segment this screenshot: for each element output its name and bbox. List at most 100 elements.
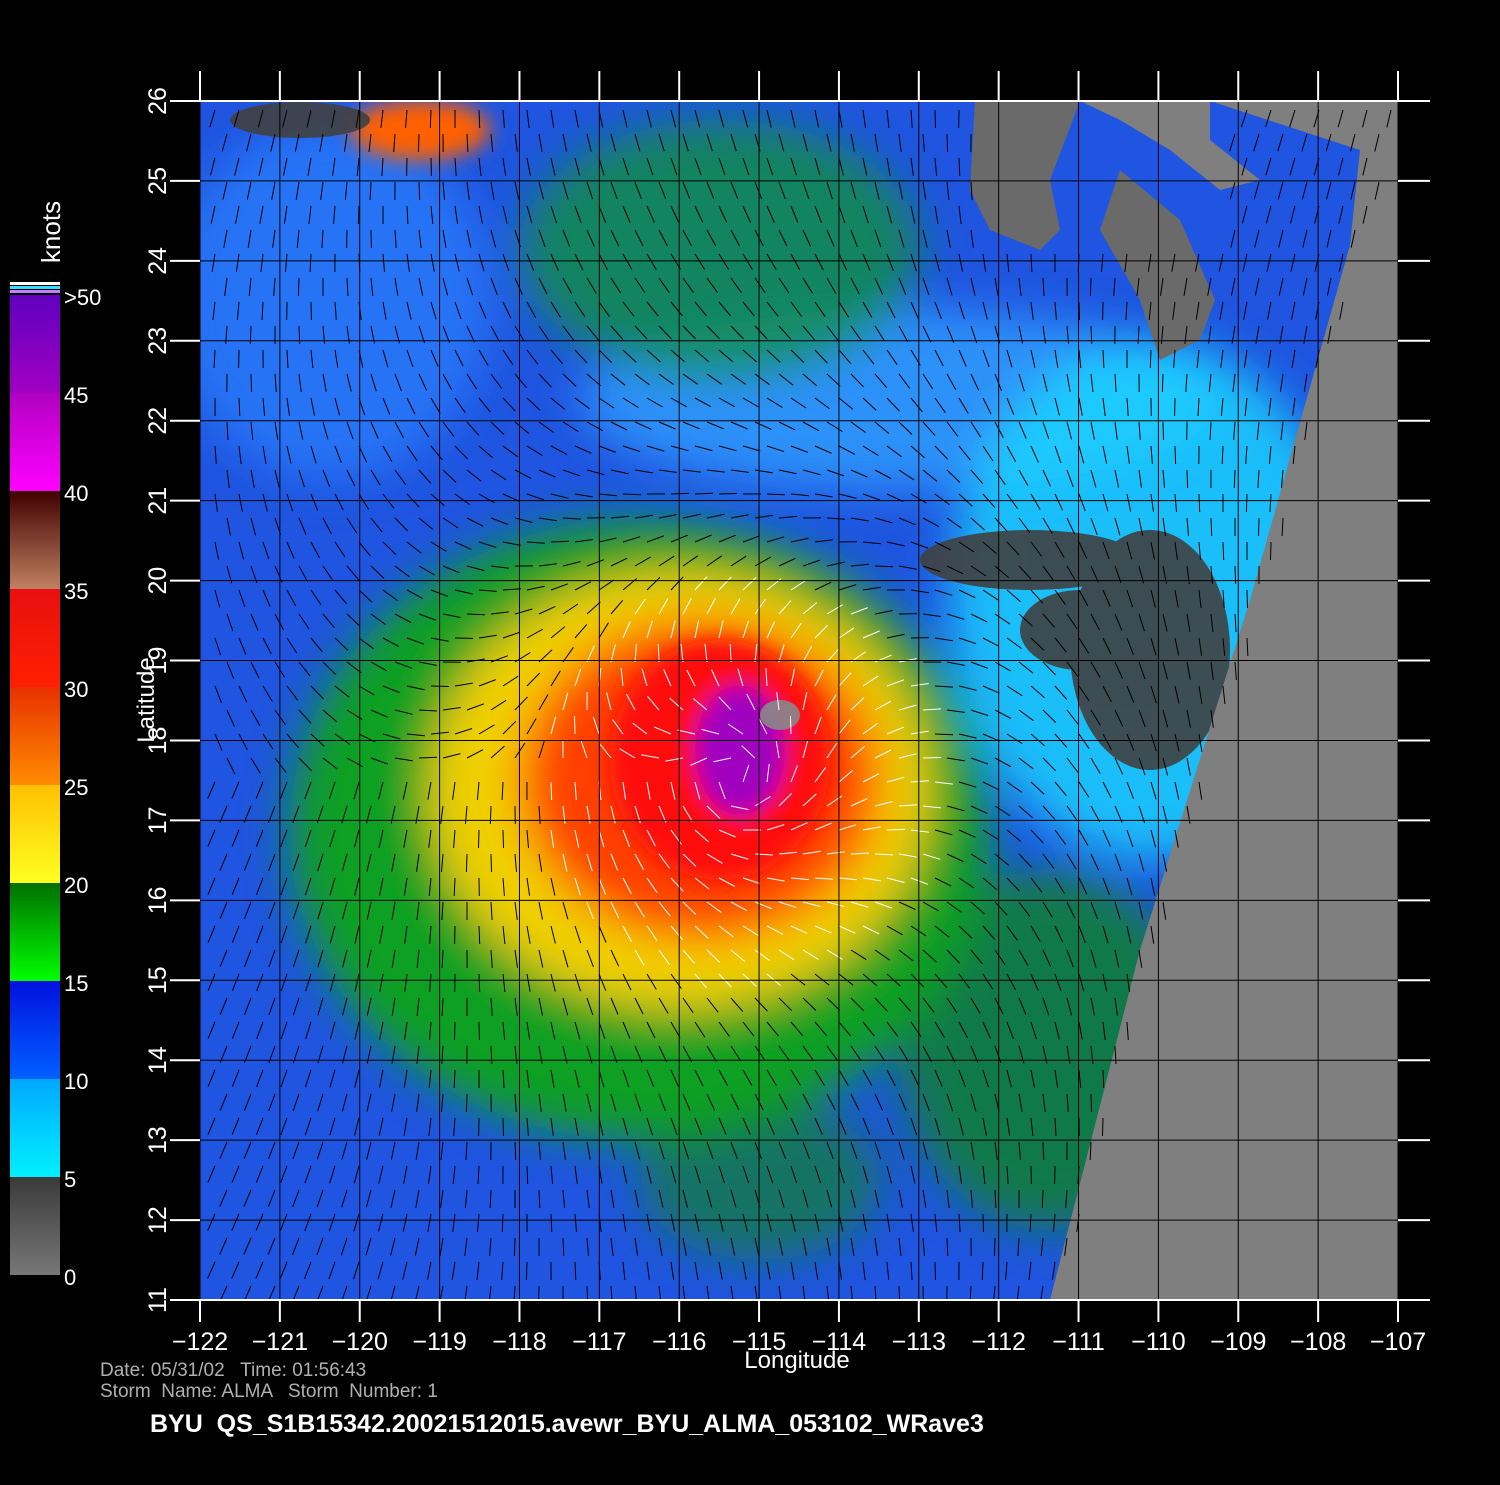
wind-vector	[539, 1286, 540, 1304]
wind-vector	[623, 494, 641, 495]
y-tick-label: 14	[144, 1046, 172, 1074]
colorbar-tick-label: 45	[64, 383, 88, 408]
wind-field	[170, 100, 1398, 1304]
colorbar-tick-label: >50	[64, 285, 101, 310]
wind-vector	[502, 1214, 503, 1232]
wind-vector	[982, 1262, 983, 1280]
colorbar-cap	[10, 286, 60, 289]
wind-vector	[503, 830, 504, 848]
colorbar-segment	[10, 491, 60, 589]
wind-vector	[551, 541, 569, 542]
y-tick-label: 22	[144, 407, 172, 435]
wind-vector	[490, 806, 491, 824]
x-tick-label: −113	[892, 1328, 946, 1356]
y-tick-label: 20	[144, 567, 172, 595]
wind-vector	[251, 374, 252, 392]
wind-vector	[1079, 302, 1080, 320]
wind-vector	[730, 644, 731, 662]
x-tick-label: −117	[572, 1328, 626, 1356]
wind-vector	[695, 493, 713, 494]
y-tick-label: 24	[144, 247, 172, 275]
x-tick-label: −112	[971, 1328, 1025, 1356]
y-tick-label: 23	[144, 327, 172, 355]
x-tick-label: −119	[412, 1328, 466, 1356]
wind-vector	[479, 1022, 480, 1040]
wind-vector	[479, 110, 480, 128]
title: BYU QS_S1B15342.20021512015.avewr_BYU_AL…	[150, 1410, 984, 1438]
colorbar-tick-label: 0	[64, 1265, 76, 1290]
wind-vector	[1235, 566, 1236, 584]
colorbar-segment	[10, 1079, 60, 1177]
wind-vector	[526, 1262, 527, 1280]
colorbar-tick-label: 25	[64, 775, 88, 800]
storm-line: Storm Name: ALMA Storm Number: 1	[100, 1381, 438, 1402]
shade	[170, 120, 490, 480]
y-tick-label: 16	[144, 886, 172, 914]
wind-vector	[1271, 542, 1272, 560]
wind-vector	[1163, 422, 1164, 440]
wind-vector	[1091, 1094, 1092, 1112]
y-tick-label: 21	[144, 487, 172, 515]
wind-vector	[887, 830, 905, 831]
x-tick-label: −107	[1370, 1328, 1426, 1356]
colorbar-tick-label: 30	[64, 677, 88, 702]
date-line: Date: 05/31/02 Time: 01:56:43	[100, 1360, 366, 1381]
wind-vector	[1103, 1118, 1104, 1136]
colorbar-tick-label: 20	[64, 873, 88, 898]
wind-vector	[479, 926, 480, 944]
wind-vector	[767, 494, 785, 495]
wind-vector	[719, 494, 737, 495]
colorbar-tick-label: 10	[64, 1069, 88, 1094]
x-tick-label: −120	[332, 1328, 388, 1356]
wind-vector	[935, 110, 936, 128]
wind-vector	[1090, 278, 1091, 296]
wind-vector	[419, 182, 420, 200]
wind-vector	[467, 614, 485, 615]
wind-vector	[947, 134, 948, 152]
shade	[350, 100, 490, 160]
wind-vector	[466, 1094, 467, 1112]
x-tick-label: −116	[652, 1328, 706, 1356]
wind-vector	[1162, 374, 1163, 392]
y-tick-label: 17	[144, 806, 172, 834]
wind-vector	[658, 644, 659, 662]
y-axis-label: Latitude	[133, 657, 160, 742]
y-tick-label: 26	[144, 87, 172, 115]
wind-vector	[515, 1142, 516, 1160]
wind-vector	[1042, 1190, 1043, 1208]
wind-vector	[455, 1022, 456, 1040]
rain-patch	[760, 700, 800, 730]
colorbar-cap	[10, 282, 60, 285]
wind-vector	[995, 1238, 996, 1256]
colorbar-tick-label: 35	[64, 579, 88, 604]
wind-vector	[575, 716, 576, 734]
wind-vector	[983, 1214, 984, 1232]
colorbar-cap	[10, 290, 60, 293]
wind-vector	[430, 110, 431, 128]
wind-vector	[419, 757, 437, 758]
colorbar-tick-label: 5	[64, 1167, 76, 1192]
y-tick-label: 12	[144, 1206, 172, 1234]
wind-vector	[1247, 590, 1248, 608]
x-tick-label: −111	[1052, 1328, 1105, 1356]
y-tick-label: 25	[144, 167, 172, 195]
colorbar: 0 5 10 15 20 25 30 35 40 45 >50	[10, 282, 101, 1290]
wind-vector	[491, 854, 492, 872]
colorbar-segment	[10, 393, 60, 491]
wind-vector	[418, 134, 419, 152]
x-tick-label: −122	[172, 1328, 228, 1356]
wind-vector	[671, 493, 689, 494]
wind-vector	[935, 1262, 936, 1280]
wind-vector	[298, 278, 299, 296]
x-tick-label: −110	[1131, 1328, 1185, 1356]
wind-vector	[1246, 494, 1247, 512]
wind-vector	[503, 1118, 504, 1136]
colorbar-tick-label: 15	[64, 971, 88, 996]
colorbar-tick-label: 40	[64, 481, 88, 506]
wind-vector	[1199, 494, 1200, 512]
wind-vector	[527, 1166, 528, 1184]
x-tick-label: −118	[492, 1328, 546, 1356]
colorbar-segment	[10, 785, 60, 883]
wind-vector	[479, 830, 480, 848]
